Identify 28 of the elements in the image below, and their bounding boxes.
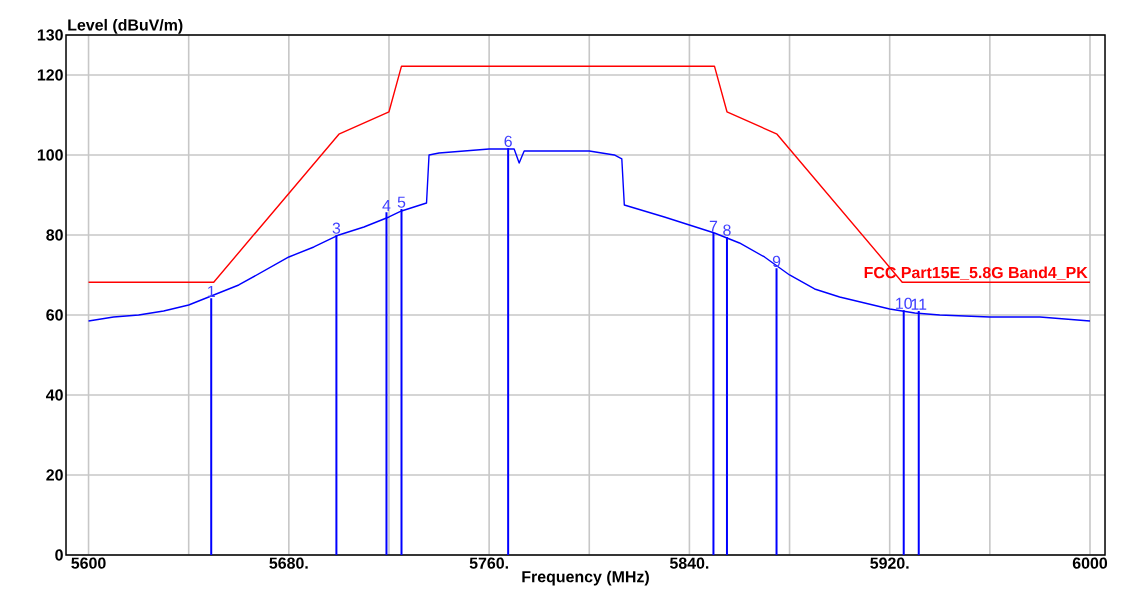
- y-tick-label: 60: [46, 309, 63, 321]
- x-tick-label: 5680.: [269, 557, 308, 569]
- bar: [210, 298, 213, 555]
- y-tick-label: 120: [37, 69, 63, 81]
- y-tick-label: 80: [46, 229, 63, 241]
- line-series: [87, 65, 1091, 283]
- annotation: 4: [382, 200, 391, 211]
- x-axis-title: Frequency (MHz): [522, 570, 649, 586]
- series-label: FCC Part15E_5.8G Band4_PK: [864, 266, 1088, 280]
- annotation: 3: [332, 222, 341, 234]
- annotation: 6: [504, 135, 512, 147]
- y-tick-label: 100: [37, 149, 63, 161]
- x-tick-label: 5920.: [870, 557, 909, 569]
- annotation: 8: [723, 224, 731, 236]
- annotation: 7: [709, 220, 718, 232]
- annotation: 11: [911, 298, 927, 310]
- y-axis-title: Level (dBuV/m): [68, 18, 183, 34]
- annotation: 10: [896, 297, 912, 309]
- annotation: 5: [397, 196, 406, 208]
- y-tick-label: 40: [46, 389, 63, 401]
- x-tick-label: 5840.: [669, 557, 709, 569]
- x-tick-label: 6000: [1072, 557, 1108, 569]
- x-tick-label: 5600: [71, 557, 106, 569]
- annotation: 9: [772, 255, 781, 267]
- x-tick-label: 5760.: [469, 557, 508, 569]
- y-tick-label: 130: [37, 29, 63, 41]
- y-tick-label: 20: [46, 469, 63, 481]
- y-tick-label: 0: [55, 549, 63, 561]
